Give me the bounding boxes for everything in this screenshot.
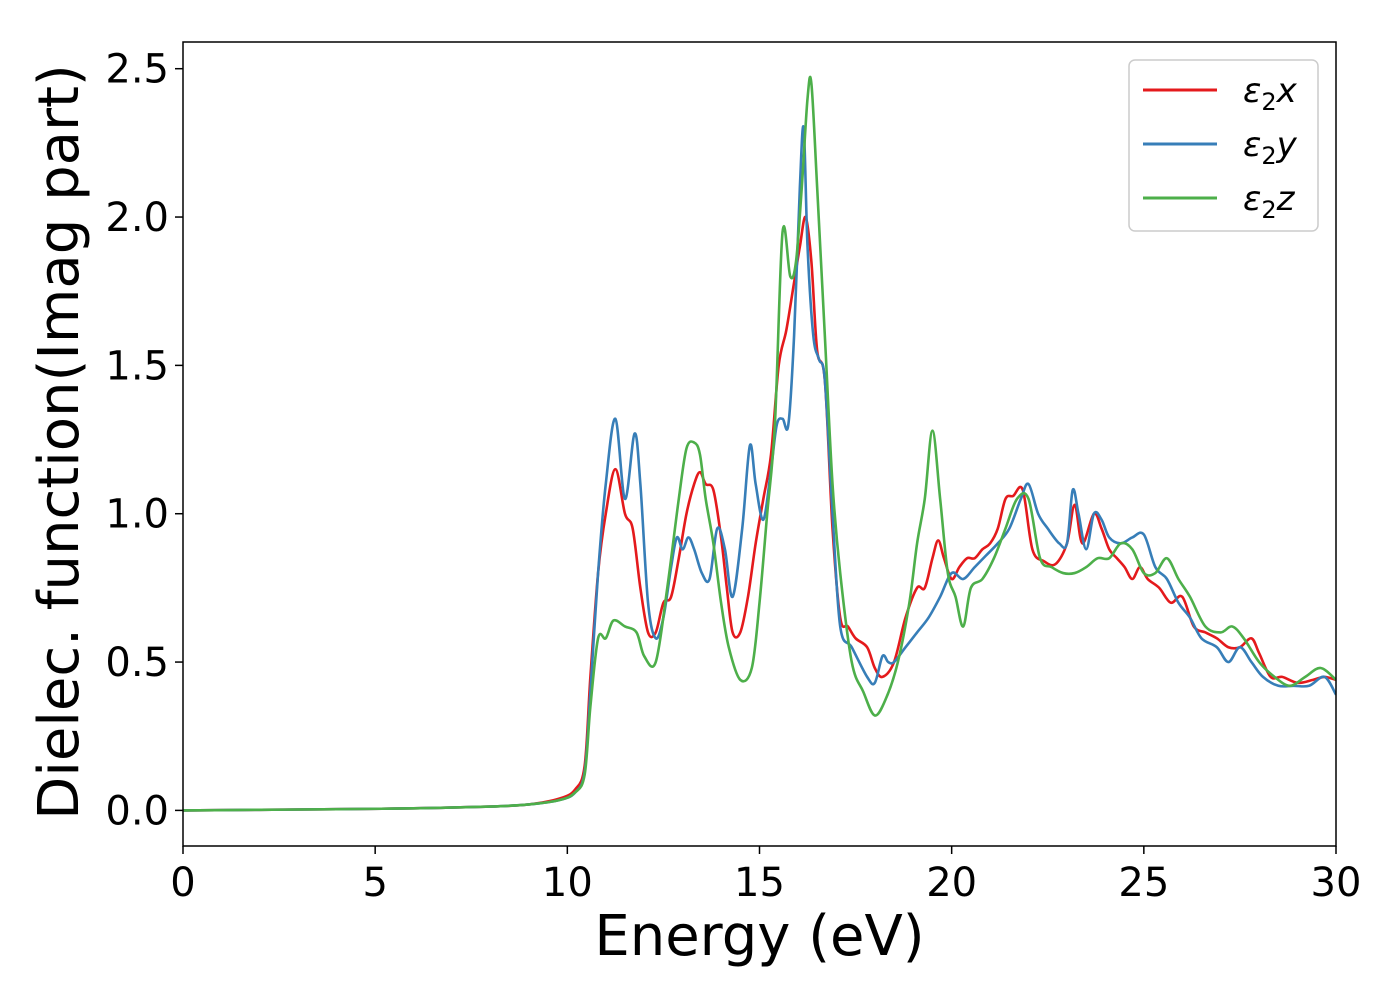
legend-item-y: ε2y xyxy=(1143,125,1298,170)
y-tick-label: 1.0 xyxy=(105,492,169,538)
legend-item-x: ε2x xyxy=(1143,71,1298,116)
x-axis-label: Energy (eV) xyxy=(594,904,924,969)
series-layer xyxy=(183,75,1336,812)
legend: ε2x ε2y ε2z xyxy=(1128,59,1319,232)
y-tick-label: 2.5 xyxy=(105,47,169,93)
y-tick-label: 0.0 xyxy=(105,788,169,834)
legend-items: ε2x ε2y ε2z xyxy=(1143,71,1298,224)
x-tick-label: 20 xyxy=(926,860,977,906)
x-tick-label: 30 xyxy=(1311,860,1362,906)
x-axis-ticks: 0 5 10 15 20 25 30 xyxy=(170,846,1361,906)
legend-label: ε2x xyxy=(1243,71,1298,116)
series-line-x xyxy=(183,215,1336,812)
legend-item-z: ε2z xyxy=(1143,179,1296,224)
legend-box xyxy=(1128,59,1319,232)
y-axis-ticks: 0.0 0.5 1.0 1.5 2.0 2.5 xyxy=(105,47,183,834)
legend-label: ε2z xyxy=(1243,179,1296,224)
legend-label: ε2y xyxy=(1243,125,1298,170)
x-tick-label: 5 xyxy=(362,860,387,906)
x-tick-label: 0 xyxy=(170,860,195,906)
y-tick-label: 2.0 xyxy=(105,195,169,241)
y-tick-label: 0.5 xyxy=(105,640,169,686)
y-tick-label: 1.5 xyxy=(105,343,169,389)
x-tick-label: 10 xyxy=(542,860,593,906)
x-tick-label: 15 xyxy=(734,860,785,906)
y-axis-label: Dielec. function(Imag part) xyxy=(27,64,92,820)
series-line-y xyxy=(183,125,1336,812)
series-line-z xyxy=(183,75,1336,812)
x-tick-label: 25 xyxy=(1118,860,1169,906)
